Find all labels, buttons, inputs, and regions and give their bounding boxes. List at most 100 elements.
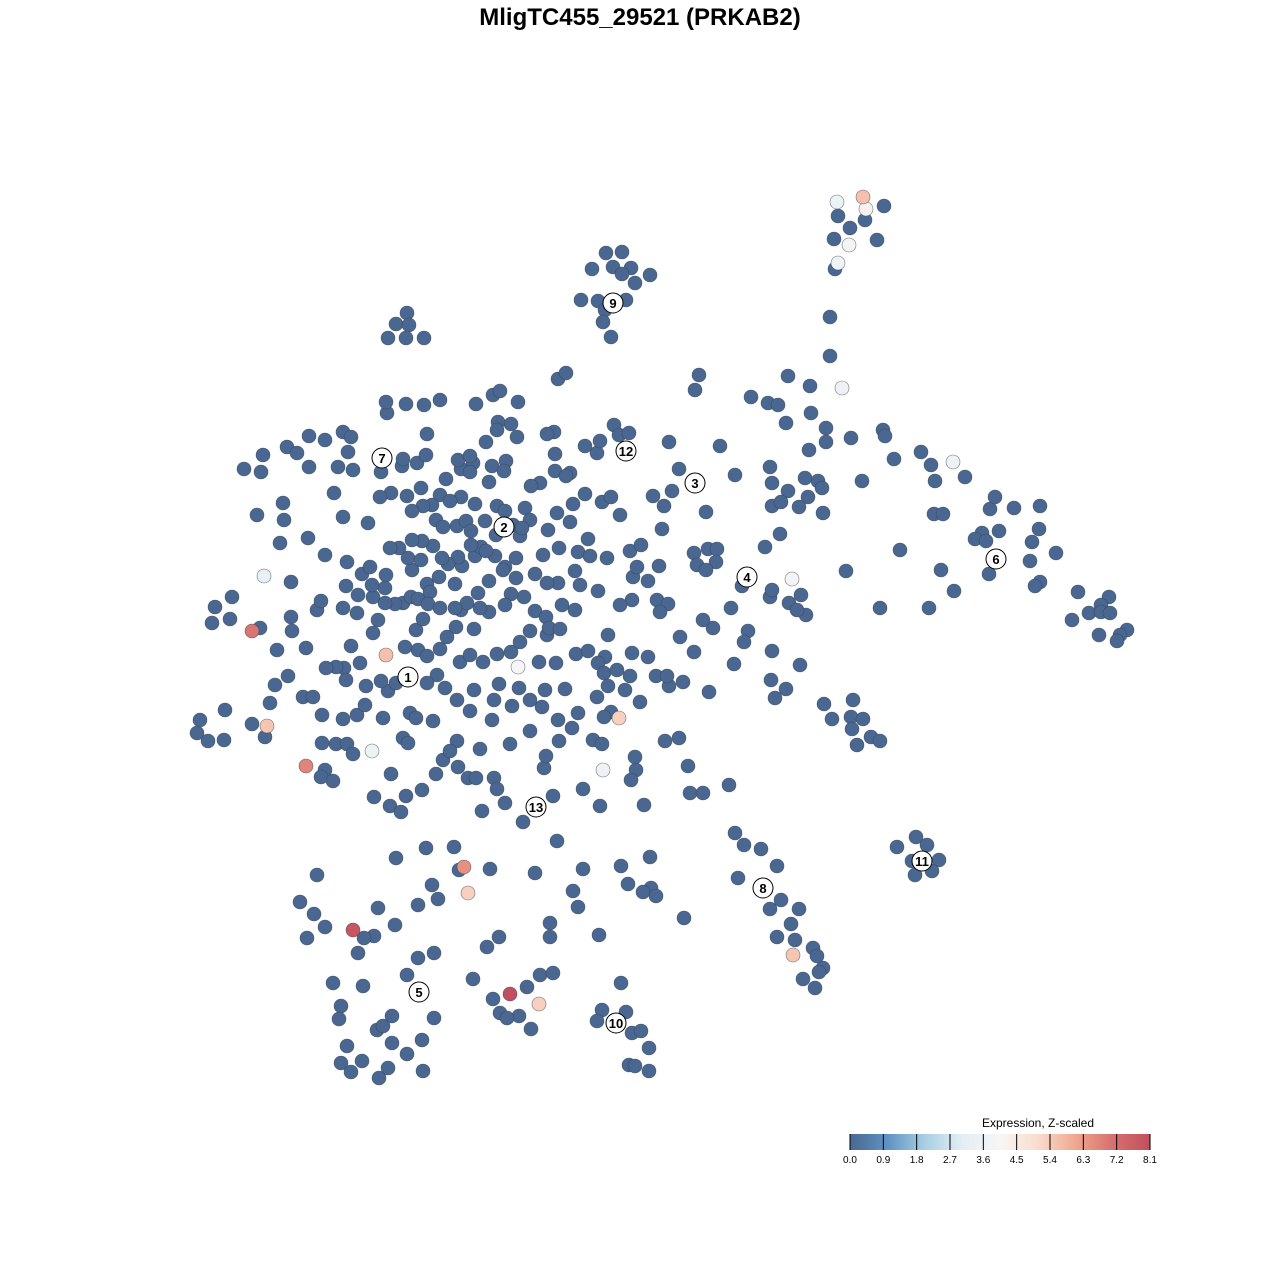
data-point — [787, 932, 803, 948]
data-point — [1048, 545, 1064, 561]
data-point — [545, 788, 561, 804]
data-point — [377, 595, 393, 611]
data-point — [815, 505, 831, 521]
data-point — [877, 428, 893, 444]
data-point — [496, 463, 512, 479]
data-point — [721, 777, 737, 793]
data-point — [633, 1023, 649, 1039]
data-point — [635, 884, 651, 900]
data-point — [589, 1013, 605, 1029]
data-point — [343, 429, 359, 445]
data-point — [695, 785, 711, 801]
data-point — [783, 916, 799, 932]
data-point — [849, 737, 865, 753]
data-point — [809, 948, 825, 964]
data-point — [502, 736, 518, 752]
data-point — [565, 883, 581, 899]
data-point — [399, 1046, 415, 1062]
data-point — [349, 707, 365, 723]
data-point — [624, 645, 640, 661]
data-point — [331, 1011, 347, 1027]
data-point — [547, 446, 563, 462]
data-point — [654, 521, 670, 537]
data-point — [623, 772, 639, 788]
data-point — [432, 392, 448, 408]
data-point — [640, 573, 656, 589]
data-point — [448, 619, 464, 635]
cluster-label-badge — [615, 440, 637, 462]
data-point — [216, 732, 232, 748]
data-point — [269, 642, 285, 658]
data-point — [577, 486, 593, 502]
data-point — [377, 580, 393, 596]
data-point — [764, 475, 780, 491]
data-point — [467, 496, 483, 512]
data-point — [510, 659, 526, 675]
cluster-label-text: 9 — [609, 296, 616, 311]
data-point — [535, 547, 551, 563]
data-point — [365, 625, 381, 641]
data-point — [398, 330, 414, 346]
data-point — [659, 668, 675, 684]
data-point — [822, 348, 838, 364]
data-point — [313, 593, 329, 609]
data-point — [633, 537, 649, 553]
data-point — [671, 730, 687, 746]
data-point — [486, 692, 502, 708]
data-point — [280, 668, 296, 684]
data-point — [515, 814, 531, 830]
data-point — [398, 396, 414, 412]
data-point — [534, 699, 550, 715]
data-point — [935, 506, 951, 522]
data-point — [442, 493, 458, 509]
data-point — [305, 689, 321, 705]
data-point — [886, 451, 902, 467]
data-point — [632, 694, 648, 710]
data-point — [620, 876, 636, 892]
data-point — [595, 314, 611, 330]
data-point — [550, 712, 566, 728]
data-point — [651, 558, 667, 574]
data-point — [763, 672, 779, 688]
cluster-label-text: 12 — [619, 444, 633, 459]
data-point — [834, 380, 850, 396]
data-point — [573, 292, 589, 308]
data-point — [522, 623, 538, 639]
data-point — [479, 939, 495, 955]
data-point — [789, 602, 805, 618]
data-point — [640, 649, 656, 665]
data-point — [330, 459, 346, 475]
data-point — [463, 537, 479, 553]
data-point — [652, 604, 668, 620]
data-point — [531, 654, 547, 670]
cluster-label: 6 — [985, 548, 1007, 570]
data-point — [762, 901, 778, 917]
data-point — [192, 712, 208, 728]
data-point — [778, 415, 794, 431]
data-point — [736, 837, 752, 853]
data-point — [514, 520, 530, 536]
legend-tick-label: 6.3 — [1076, 1155, 1090, 1166]
data-point — [792, 657, 808, 673]
data-point — [536, 760, 552, 776]
data-point — [343, 638, 359, 654]
data-point — [793, 587, 809, 603]
data-point — [298, 640, 314, 656]
cluster-label: 1 — [397, 666, 419, 688]
data-point — [335, 600, 351, 616]
data-point — [244, 623, 260, 639]
data-point — [357, 697, 373, 713]
data-point — [435, 519, 451, 535]
data-point — [419, 648, 435, 664]
data-point — [621, 425, 637, 441]
data-point — [366, 789, 382, 805]
data-point — [399, 305, 415, 321]
legend-tick-label: 8.1 — [1143, 1155, 1157, 1166]
data-point — [1032, 498, 1048, 514]
cluster-label-badge — [493, 516, 515, 538]
data-point — [378, 394, 394, 410]
data-point — [418, 840, 434, 856]
cluster-label-text: 2 — [500, 520, 507, 535]
data-point — [645, 488, 661, 504]
data-point — [413, 480, 429, 496]
